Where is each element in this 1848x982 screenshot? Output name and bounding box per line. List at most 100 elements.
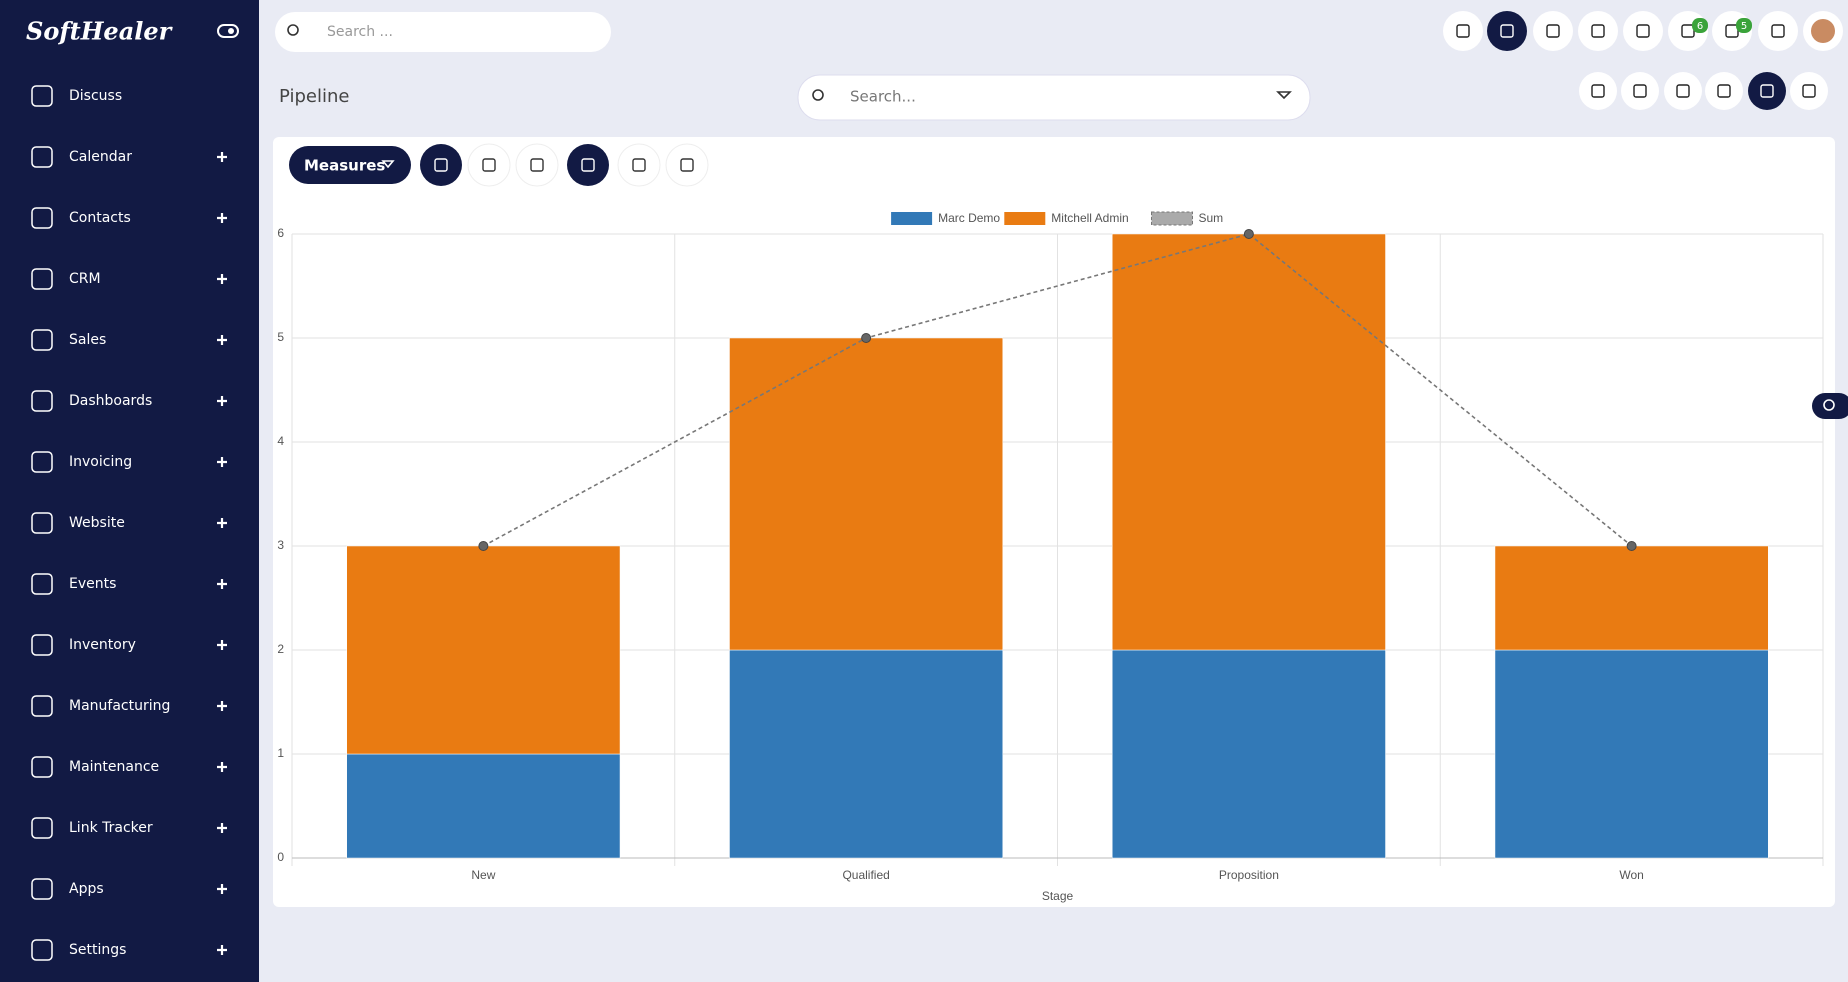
menu-icon xyxy=(31,207,53,229)
view-button[interactable] xyxy=(1748,72,1786,110)
view-button[interactable] xyxy=(1579,72,1617,110)
icon-glyph xyxy=(581,158,595,172)
expand-icon xyxy=(217,884,227,894)
avatar-face xyxy=(1811,19,1835,43)
menu-icon xyxy=(31,695,53,717)
dropdown-icon[interactable] xyxy=(1276,91,1292,100)
sum-line xyxy=(482,233,1633,547)
icon-glyph xyxy=(1717,84,1731,98)
menu-item[interactable]: Dashboards xyxy=(69,393,152,409)
icon-glyph xyxy=(530,158,544,172)
legend-swatch[interactable] xyxy=(891,212,933,225)
badge-count: 5 xyxy=(1741,21,1747,32)
menu-item[interactable]: Inventory xyxy=(69,637,136,653)
tool-button[interactable] xyxy=(665,143,709,187)
expand-icon xyxy=(217,945,227,955)
expand-icon xyxy=(217,518,227,528)
brand: SoftHealer xyxy=(26,17,174,46)
icon-glyph xyxy=(1802,84,1816,98)
menu-item[interactable]: Contacts xyxy=(69,210,131,226)
menu-icon xyxy=(31,573,53,595)
top-icon[interactable] xyxy=(1533,11,1573,51)
icon-glyph xyxy=(1546,24,1560,38)
icon-glyph xyxy=(1760,84,1774,98)
expand-icon xyxy=(217,396,227,406)
top-icon[interactable] xyxy=(1758,11,1798,51)
icon-glyph xyxy=(482,158,496,172)
menu-item[interactable]: Apps xyxy=(69,881,104,897)
expand-icon xyxy=(217,640,227,650)
view-button[interactable] xyxy=(1705,72,1743,110)
menu-item[interactable]: Link Tracker xyxy=(69,820,153,836)
icon-glyph xyxy=(1591,24,1605,38)
menu-item[interactable]: Calendar xyxy=(69,149,132,165)
legend-label[interactable]: Marc Demo xyxy=(938,211,1000,225)
menu-icon xyxy=(31,85,53,107)
menu-icon xyxy=(31,268,53,290)
view-button[interactable] xyxy=(1790,72,1828,110)
measures-button[interactable] xyxy=(289,146,411,184)
menu-icon xyxy=(31,817,53,839)
tool-button[interactable] xyxy=(617,143,661,187)
icon-glyph xyxy=(1591,84,1605,98)
zoom-icon xyxy=(1823,399,1835,411)
x-tick-label: Qualified xyxy=(842,868,889,882)
menu-item[interactable]: Manufacturing xyxy=(69,698,170,714)
icon-glyph xyxy=(1636,24,1650,38)
menu-item[interactable]: Website xyxy=(69,515,125,531)
menu-item[interactable]: CRM xyxy=(69,271,101,287)
menu-icon xyxy=(31,329,53,351)
toggle-dot xyxy=(228,28,234,34)
legend-label[interactable]: Mitchell Admin xyxy=(1051,211,1128,225)
menu-icon xyxy=(31,939,53,961)
top-icon[interactable] xyxy=(1623,11,1663,51)
caret xyxy=(381,160,395,169)
view-button[interactable] xyxy=(1664,72,1702,110)
y-tick-label: 1 xyxy=(277,746,284,760)
menu-item[interactable]: Events xyxy=(69,576,116,592)
tool-button[interactable] xyxy=(467,143,511,187)
top-icon[interactable] xyxy=(1487,11,1527,51)
sum-point xyxy=(1243,229,1254,239)
icon-glyph xyxy=(1633,84,1647,98)
measures-label: Measures xyxy=(304,157,385,175)
legend-label[interactable]: Sum xyxy=(1199,211,1224,225)
sum-point xyxy=(1626,541,1637,551)
menu-icon xyxy=(31,451,53,473)
icon-glyph xyxy=(1676,84,1690,98)
y-tick-label: 5 xyxy=(277,330,284,344)
x-axis-label: Stage xyxy=(1042,889,1074,903)
expand-icon xyxy=(217,701,227,711)
menu-icon xyxy=(31,756,53,778)
top-search[interactable] xyxy=(275,12,611,52)
page-title: Pipeline xyxy=(279,86,349,107)
menu-item[interactable]: Discuss xyxy=(69,88,122,104)
zoom-tab[interactable] xyxy=(1812,393,1848,419)
legend-swatch[interactable] xyxy=(1004,212,1046,225)
tool-button[interactable] xyxy=(515,143,559,187)
bar xyxy=(1494,649,1769,859)
top-icon[interactable] xyxy=(1443,11,1483,51)
menu-item[interactable]: Invoicing xyxy=(69,454,132,470)
menu-item[interactable]: Maintenance xyxy=(69,759,159,775)
menu-icon xyxy=(31,878,53,900)
icon-glyph xyxy=(434,158,448,172)
menu-item[interactable]: Settings xyxy=(69,942,126,958)
icon-glyph xyxy=(680,158,694,172)
legend-swatch[interactable] xyxy=(1151,211,1193,226)
view-search[interactable] xyxy=(797,74,1311,121)
toggle-icon[interactable] xyxy=(217,24,239,38)
x-tick-label: New xyxy=(471,868,495,882)
menu-item[interactable]: Sales xyxy=(69,332,106,348)
search-icon xyxy=(287,24,299,36)
expand-icon xyxy=(217,823,227,833)
tool-button[interactable] xyxy=(567,144,609,186)
top-icon[interactable] xyxy=(1578,11,1618,51)
expand-icon xyxy=(217,762,227,772)
bar xyxy=(1111,233,1386,651)
view-button[interactable] xyxy=(1621,72,1659,110)
y-tick-label: 4 xyxy=(277,434,284,448)
expand-icon xyxy=(217,213,227,223)
tool-button[interactable] xyxy=(420,144,462,186)
sum-point xyxy=(861,333,872,343)
